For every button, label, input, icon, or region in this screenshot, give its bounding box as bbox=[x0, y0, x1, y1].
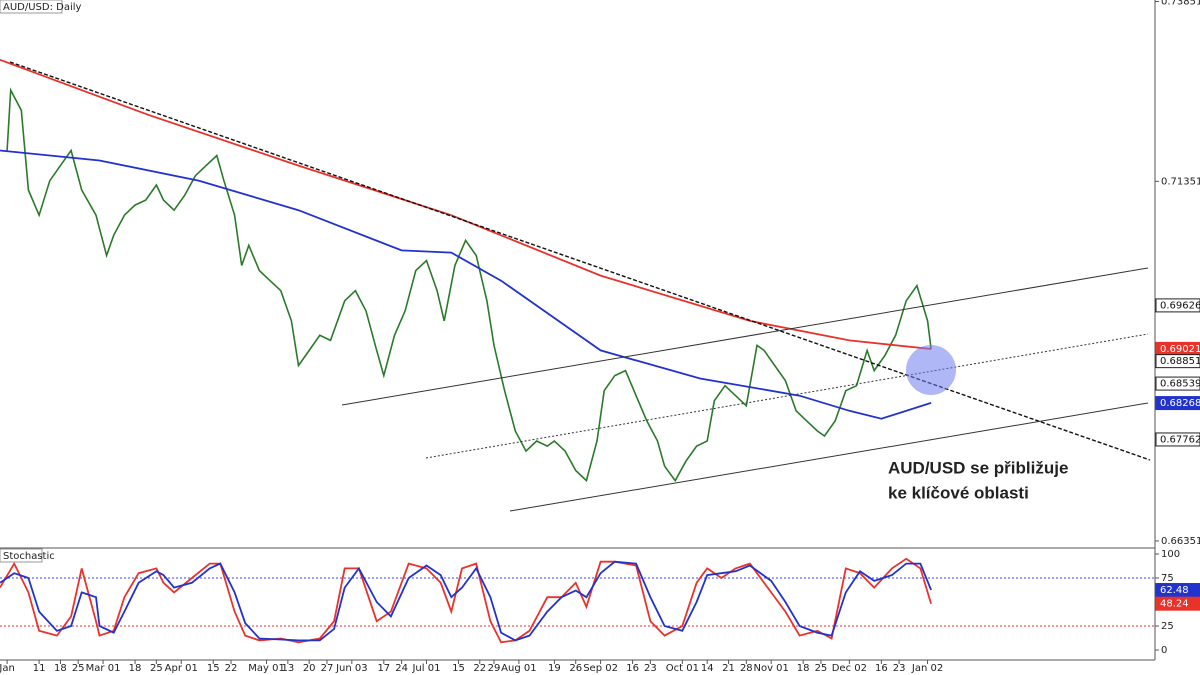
price-label: 0.69021 bbox=[1160, 344, 1200, 355]
x-tick-label: May 01 bbox=[248, 663, 285, 674]
series-line bbox=[0, 149, 932, 420]
x-tick-label: 18 bbox=[797, 663, 810, 674]
x-tick-label: 15 bbox=[452, 663, 465, 674]
price-label-box bbox=[1155, 376, 1200, 391]
x-tick-label: 18 bbox=[54, 663, 67, 674]
series-line bbox=[0, 560, 932, 642]
series-line bbox=[0, 58, 932, 350]
price-label-box bbox=[1155, 432, 1200, 447]
channel-lower bbox=[509, 402, 1149, 512]
x-tick-label: Jun 03 bbox=[335, 663, 368, 674]
series-line bbox=[6, 87, 932, 483]
x-tick-label: 13 bbox=[281, 663, 294, 674]
x-tick-label: 16 bbox=[626, 663, 639, 674]
x-tick-label: 15 bbox=[207, 663, 220, 674]
x-tick-label: 22 bbox=[473, 663, 486, 674]
x-tick-label: 18 bbox=[129, 663, 142, 674]
x-tick-label: 23 bbox=[893, 663, 906, 674]
x-tick-label: 25 bbox=[72, 663, 85, 674]
x-tick-label: 25 bbox=[815, 663, 828, 674]
x-tick-label: 14 bbox=[701, 663, 714, 674]
x-tick-label: 28 bbox=[740, 663, 753, 674]
x-tick-label: 11 bbox=[33, 663, 46, 674]
price-label: 0.68268 bbox=[1160, 398, 1200, 409]
price-label: 0.68539 bbox=[1160, 379, 1200, 390]
price-label-box bbox=[1155, 583, 1200, 598]
x-tick-label: Jan bbox=[0, 663, 15, 674]
indicator-title: Stochastic bbox=[3, 551, 55, 562]
trendline bbox=[9, 61, 1151, 461]
x-tick-label: 24 bbox=[395, 663, 408, 674]
x-tick-label: Sep 02 bbox=[583, 663, 618, 674]
highlight bbox=[906, 345, 956, 395]
title-box bbox=[0, 548, 43, 563]
y-tick-label: 0.71351 bbox=[1161, 176, 1200, 187]
price-label-box bbox=[1155, 298, 1200, 313]
x-tick-label: 29 bbox=[488, 663, 501, 674]
title-box bbox=[0, 0, 63, 14]
x-tick-label: 22 bbox=[225, 663, 238, 674]
x-tick-label: 16 bbox=[875, 663, 888, 674]
chart-title: AUD/USD: Daily bbox=[3, 2, 82, 13]
x-tick-label: 27 bbox=[321, 663, 334, 674]
price-label-box bbox=[1155, 396, 1200, 411]
x-tick-label: Mar 01 bbox=[86, 663, 121, 674]
price-label: 0.68851 bbox=[1160, 356, 1200, 367]
price-label-box bbox=[1155, 596, 1200, 611]
x-tick-label: Jul 01 bbox=[411, 663, 440, 674]
price-label: 0.67762 bbox=[1160, 434, 1200, 445]
drawings bbox=[9, 61, 1151, 512]
price-label-box bbox=[1155, 354, 1200, 369]
price-label: 62.48 bbox=[1160, 585, 1189, 596]
y-tick-label: 100 bbox=[1161, 549, 1180, 560]
x-tick-label: 23 bbox=[644, 663, 657, 674]
x-tick-label: 20 bbox=[303, 663, 316, 674]
y-tick-label: 75 bbox=[1161, 573, 1174, 584]
x-tick-label: Dec 02 bbox=[832, 663, 867, 674]
series-line bbox=[0, 557, 932, 644]
y-tick-label: 0.66351 bbox=[1161, 536, 1200, 547]
y-tick-label: 0.73851 bbox=[1161, 0, 1200, 8]
x-tick-label: Jan 02 bbox=[911, 663, 943, 674]
x-tick-label: 25 bbox=[150, 663, 163, 674]
x-tick-label: 26 bbox=[569, 663, 582, 674]
panel bbox=[0, 58, 932, 483]
price-label: 48.24 bbox=[1160, 599, 1189, 610]
x-tick-label: Oct 01 bbox=[666, 663, 699, 674]
x-tick-label: 17 bbox=[377, 663, 390, 674]
annotation: AUD/USD se přibližuje bbox=[888, 458, 1068, 477]
x-tick-label: Apr 01 bbox=[165, 663, 198, 674]
channel-upper bbox=[341, 267, 1149, 406]
x-tick-label: Aug 01 bbox=[501, 663, 536, 674]
price-label: 0.69626 bbox=[1160, 300, 1200, 311]
x-tick-label: 19 bbox=[548, 663, 561, 674]
x-tick-label: Nov 01 bbox=[753, 663, 788, 674]
x-tick-label: 21 bbox=[722, 663, 735, 674]
panel bbox=[0, 557, 1155, 644]
y-tick-label: 0 bbox=[1161, 645, 1167, 656]
y-tick-label: 25 bbox=[1161, 621, 1174, 632]
annotation: ke klíčové oblasti bbox=[888, 483, 1029, 502]
